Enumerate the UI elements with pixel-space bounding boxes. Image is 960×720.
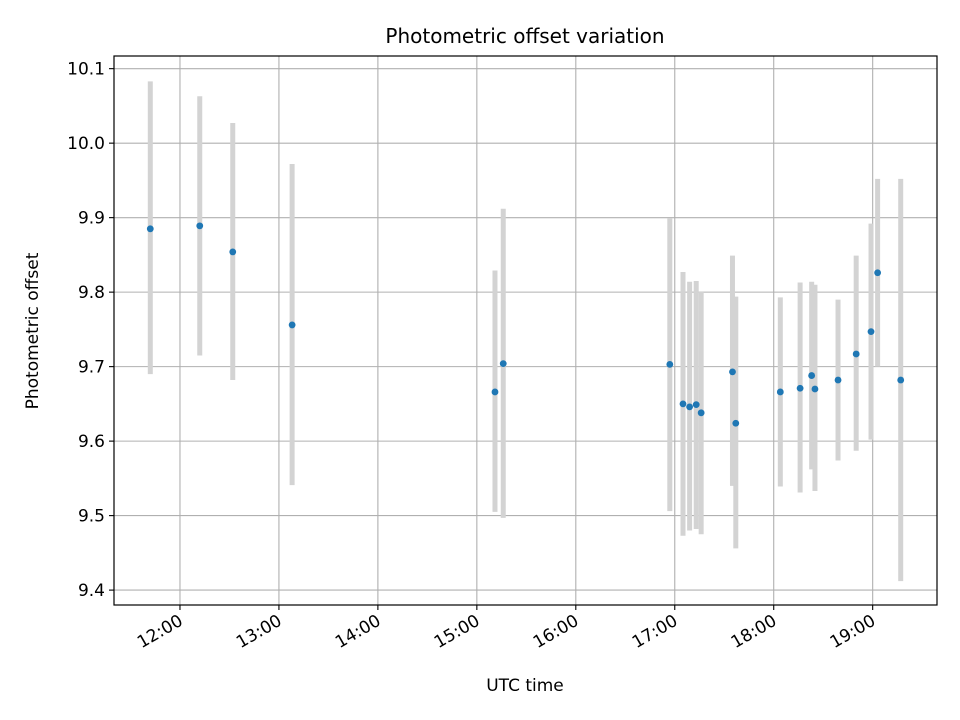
y-tick-label: 9.7 <box>78 358 105 378</box>
data-point <box>679 400 687 408</box>
data-point <box>776 388 784 396</box>
data-point <box>288 321 296 329</box>
data-point <box>874 269 882 277</box>
y-axis-label: Photometric offset <box>23 252 43 409</box>
data-point <box>146 225 154 233</box>
data-point <box>697 409 705 417</box>
y-tick-label: 10.1 <box>67 60 105 80</box>
x-axis-label: UTC time <box>486 676 564 696</box>
data-point <box>732 419 740 427</box>
data-point <box>811 385 819 393</box>
data-point <box>834 376 842 384</box>
data-point <box>692 401 700 409</box>
data-point <box>499 360 507 368</box>
chart-title: Photometric offset variation <box>385 24 664 48</box>
data-point <box>808 372 816 379</box>
y-tick-label: 10.0 <box>67 134 105 154</box>
data-point <box>796 384 804 392</box>
data-points <box>146 222 905 427</box>
y-axis-ticks: 9.4 9.5 9.6 9.7 9.8 9.9 10.0 10.1 <box>67 60 114 601</box>
y-tick-label: 9.4 <box>78 581 105 601</box>
y-tick-label: 9.6 <box>78 432 105 452</box>
plot-area-frame <box>113 55 938 606</box>
data-point <box>897 376 905 384</box>
data-point <box>666 360 674 368</box>
data-point <box>686 403 694 411</box>
data-point <box>867 328 875 336</box>
data-point <box>229 248 237 256</box>
y-tick-label: 9.5 <box>78 507 105 527</box>
data-point <box>196 222 204 230</box>
data-point <box>729 368 736 376</box>
y-tick-label: 9.9 <box>78 209 105 229</box>
data-point <box>491 388 499 396</box>
y-tick-label: 9.8 <box>78 283 105 303</box>
data-point <box>852 350 860 358</box>
